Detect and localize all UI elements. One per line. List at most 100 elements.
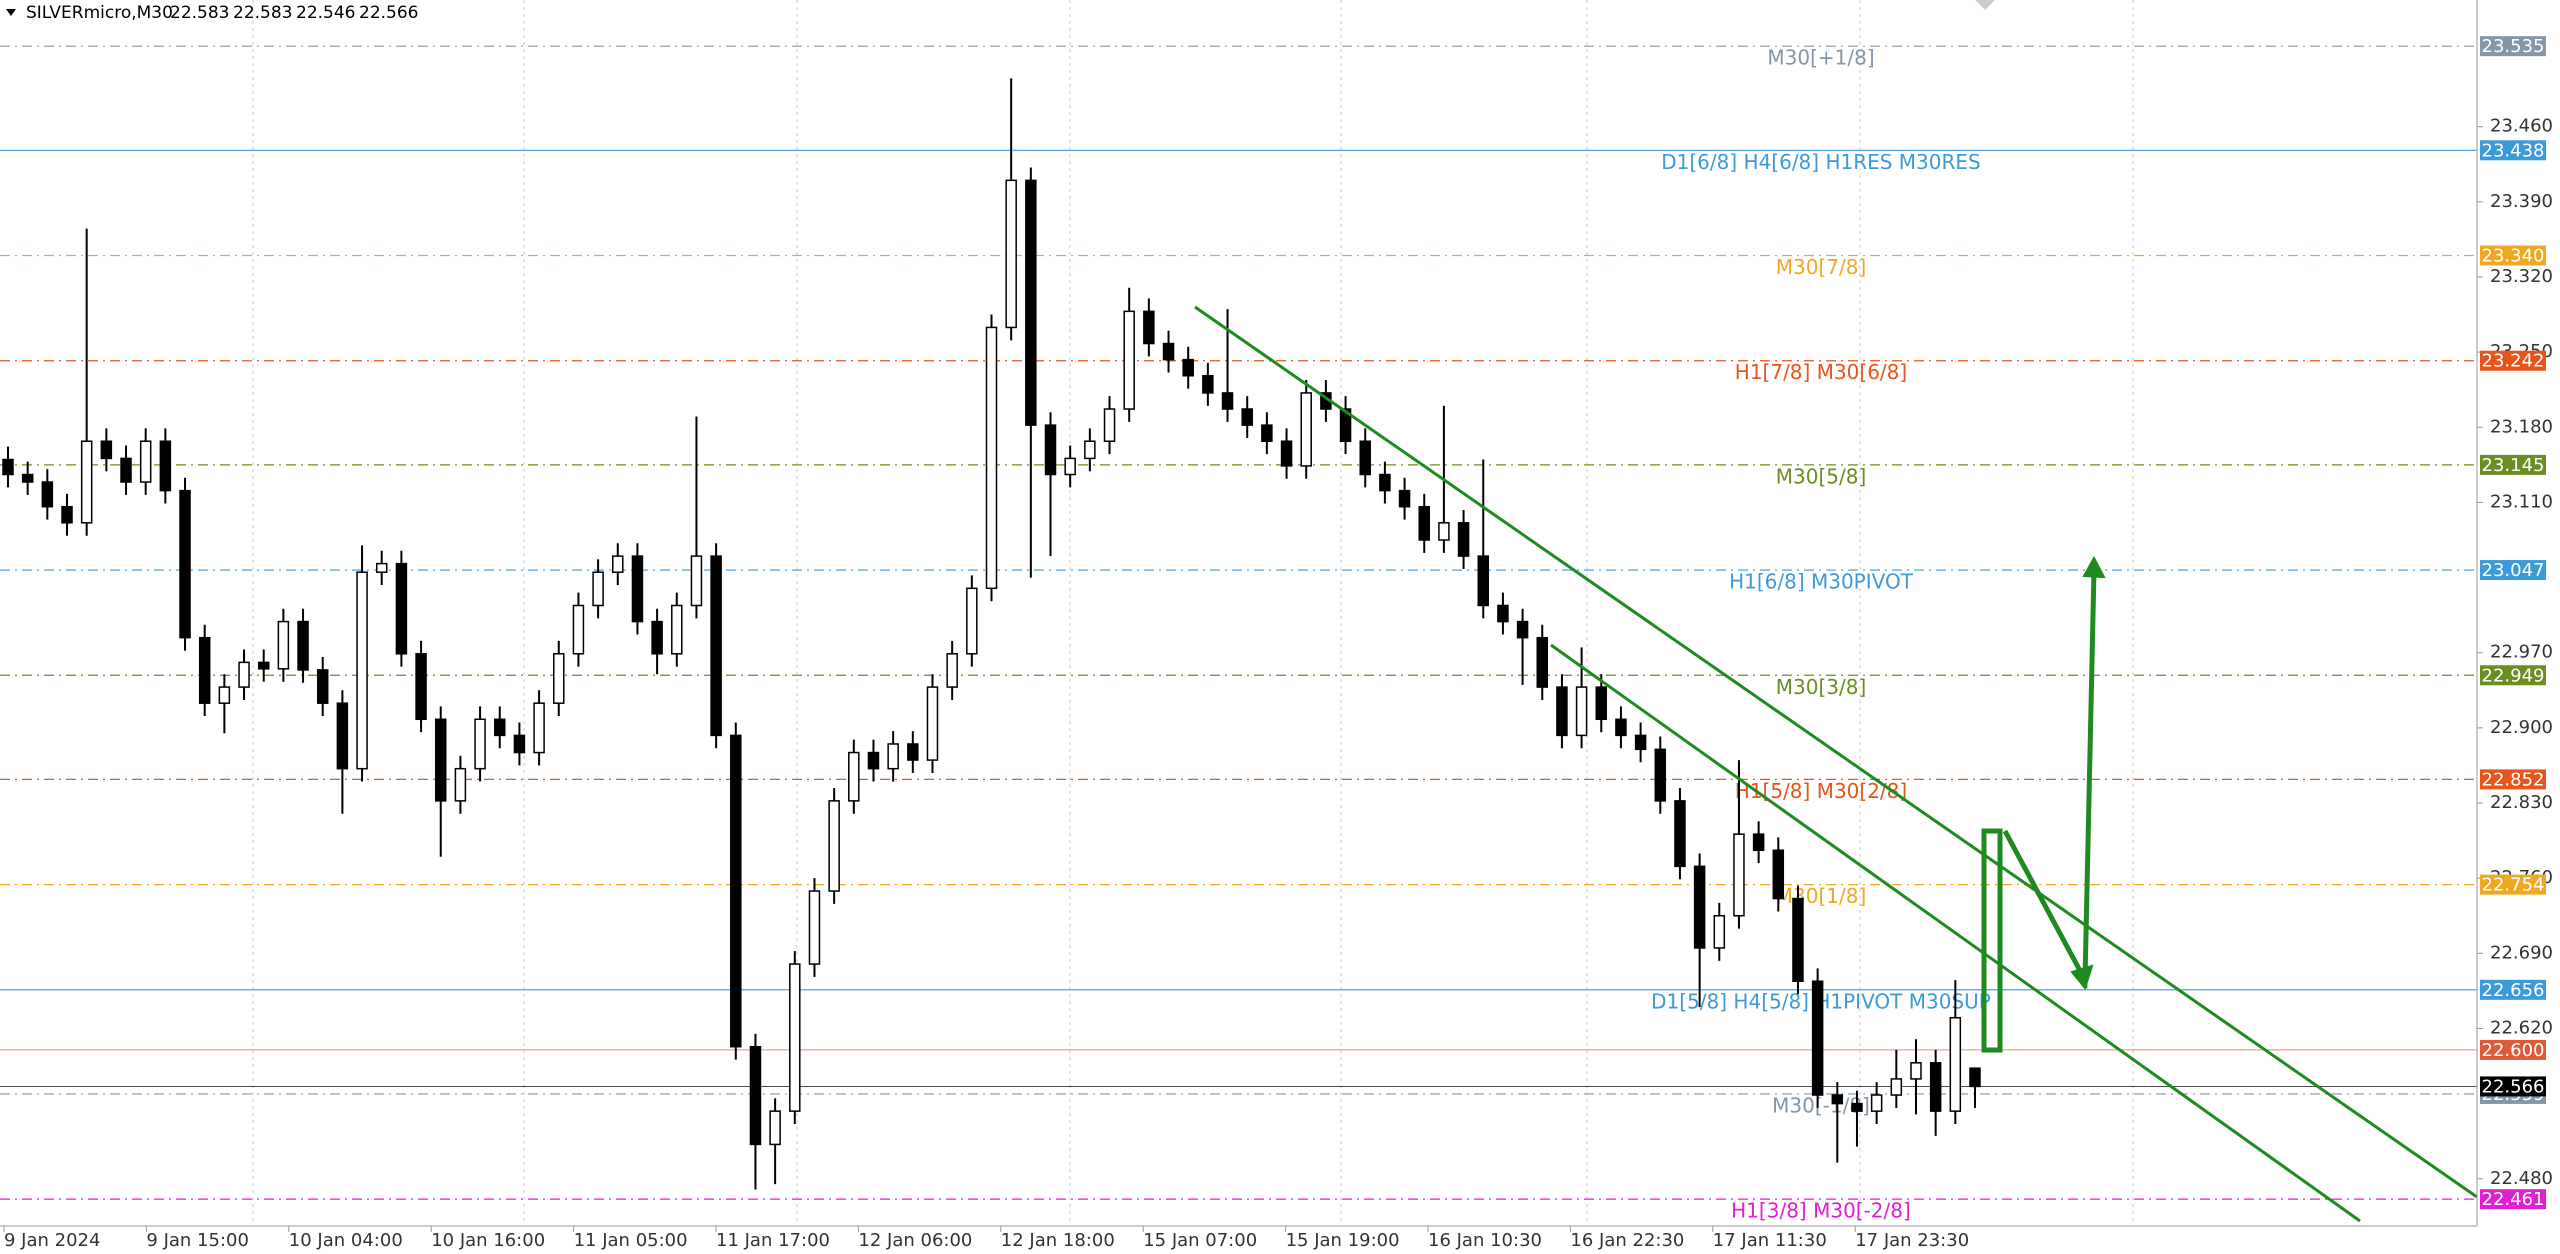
level-tag-label: 22.852: [2482, 769, 2545, 790]
candle-body: [41, 481, 54, 508]
y-tick-label: 22.480: [2490, 1168, 2553, 1189]
x-tick-label: 9 Jan 15:00: [146, 1230, 249, 1251]
candle-body: [926, 686, 939, 761]
level-tag-label: 23.340: [2482, 246, 2545, 267]
candle-body: [1359, 440, 1371, 476]
level-tag: [2480, 36, 2546, 57]
candle-body: [1162, 342, 1175, 361]
candle-body: [1772, 849, 1785, 900]
candle-body: [1674, 800, 1686, 868]
level-tag-label: 22.656: [2482, 980, 2545, 1001]
candle-body: [1870, 1094, 1883, 1112]
shift-marker: [1975, 0, 1995, 10]
candle-body: [789, 963, 801, 1112]
x-tick-label: 17 Jan 23:30: [1855, 1230, 1969, 1251]
level-tag: [2480, 665, 2546, 686]
candle-body: [1084, 440, 1096, 460]
candle-body: [907, 743, 919, 761]
candle-body: [1044, 424, 1057, 476]
x-tick-label: 15 Jan 07:00: [1143, 1230, 1257, 1251]
level-name: M30[3/8]: [1776, 675, 1867, 699]
header-close: 22.566: [359, 3, 418, 23]
candle-body: [1143, 310, 1155, 345]
candle-body: [434, 718, 447, 802]
level-tag: [2480, 454, 2546, 475]
candle-body: [848, 751, 860, 802]
price-tag: [2480, 1039, 2546, 1060]
level-tag-label: 22.461: [2482, 1189, 2545, 1210]
candle-body: [297, 620, 309, 671]
level-name: M30[+1/8]: [1767, 46, 1874, 70]
candle-body: [474, 718, 486, 770]
candle-body: [651, 620, 663, 655]
level-name: H1[3/8] M30[-2/8]: [1731, 1199, 1911, 1223]
candle-body: [1379, 473, 1391, 492]
level-tag: [2480, 140, 2546, 161]
x-tick-label: 9 Jan 2024: [4, 1230, 100, 1251]
y-tick-label: 23.110: [2490, 491, 2553, 512]
candle-body: [1890, 1078, 1903, 1096]
candle-body: [1064, 457, 1076, 476]
y-tick-label: 22.830: [2490, 792, 2553, 813]
candle-body: [1202, 374, 1214, 394]
candle-body: [80, 440, 93, 524]
level-tag: [2480, 769, 2546, 790]
candle-body: [316, 669, 329, 704]
candle-body: [1516, 620, 1529, 639]
level-name: M30[7/8]: [1776, 255, 1867, 279]
trend-line: [1194, 305, 2478, 1199]
menu-triangle: [6, 9, 16, 16]
candles: [2, 78, 1981, 1190]
level-tag: [2480, 560, 2546, 581]
y-tick-label: 22.970: [2490, 642, 2553, 663]
price-tag: [2480, 1076, 2546, 1097]
y-tick-label: 22.900: [2490, 717, 2553, 738]
candle-body: [1733, 833, 1745, 917]
candle-body: [1418, 505, 1430, 541]
candle-body: [1851, 1102, 1863, 1112]
candle-body: [690, 555, 703, 607]
candle-body: [2, 458, 14, 476]
candle-body: [100, 440, 113, 460]
candle-body: [966, 587, 978, 655]
level-name: H1[7/8] M30[6/8]: [1735, 360, 1907, 384]
header-low: 22.546: [296, 3, 355, 23]
candle-body: [1261, 424, 1273, 442]
candle-body: [1398, 489, 1411, 508]
candle-body: [1556, 686, 1568, 737]
candle-body: [671, 604, 683, 655]
candle-body: [553, 653, 565, 704]
candle-body: [120, 457, 132, 483]
level-tag-label: 22.949: [2482, 665, 2545, 686]
level-tag-label: 22.754: [2482, 875, 2545, 896]
chart-title: SILVERmicro,M30: [26, 3, 173, 23]
x-tick-label: 11 Jan 05:00: [574, 1230, 688, 1251]
x-tick-label: 10 Jan 16:00: [431, 1230, 545, 1251]
candle-body: [356, 571, 368, 770]
candle-body: [828, 800, 840, 892]
candle-body: [198, 636, 211, 704]
candle-body: [159, 440, 172, 492]
candle-body: [139, 440, 152, 483]
candle-body: [710, 555, 722, 737]
candle-body: [1831, 1094, 1844, 1105]
level-tag-label: 23.145: [2482, 455, 2545, 476]
level-tag: [2480, 245, 2546, 266]
y-tick-label: 23.180: [2490, 416, 2553, 437]
trend-line: [1550, 643, 2361, 1223]
candle-body: [1497, 604, 1509, 623]
candle-body: [61, 505, 73, 524]
candle-body: [494, 718, 506, 737]
candle-body: [375, 562, 388, 573]
y-tick-label: 22.620: [2490, 1017, 2553, 1038]
arrow-head: [2082, 555, 2106, 579]
candle-body: [21, 473, 34, 483]
candle-body: [277, 620, 290, 670]
x-tick-label: 12 Jan 18:00: [1001, 1230, 1115, 1251]
header-open: 22.583: [170, 3, 229, 23]
candle-body: [179, 489, 191, 639]
candle-body: [1241, 408, 1253, 426]
level-tag-label: 23.438: [2482, 140, 2545, 161]
x-tick-label: 16 Jan 22:30: [1570, 1230, 1684, 1251]
